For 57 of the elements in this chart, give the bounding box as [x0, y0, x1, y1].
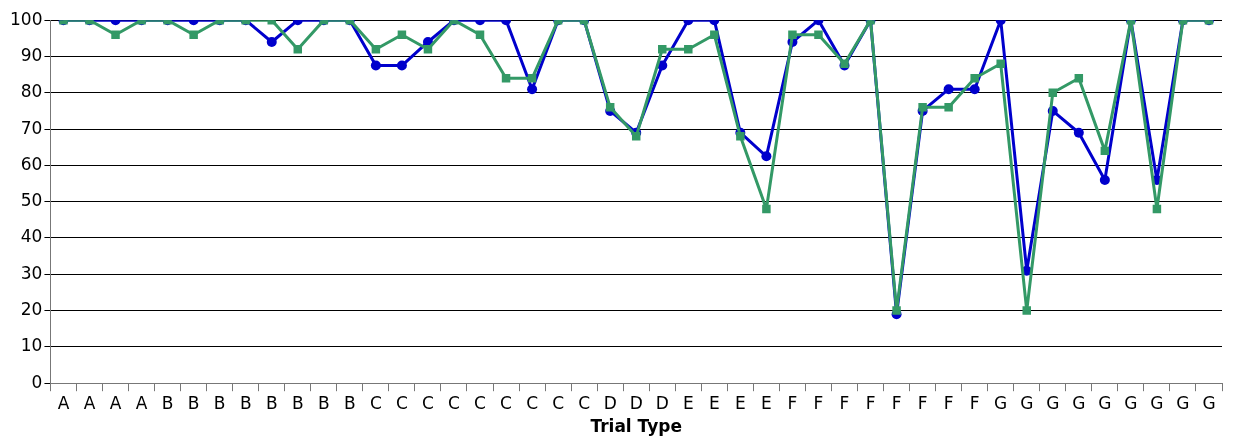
x-tick-label: D: [603, 392, 617, 413]
x-tick-label: D: [655, 392, 669, 413]
x-axis-title: Trial Type: [590, 416, 682, 437]
x-tick-label: C: [500, 392, 512, 413]
x-tick-label: G: [994, 392, 1008, 413]
x-tick-label: B: [317, 392, 330, 413]
x-tick-label: F: [917, 392, 928, 413]
x-tick-label: A: [135, 392, 148, 413]
x-tick-label: E: [682, 392, 694, 413]
x-tick-label: A: [109, 392, 122, 413]
x-tick-label: F: [839, 392, 850, 413]
y-tick-label: 20: [20, 299, 43, 320]
x-tick-label: C: [448, 392, 460, 413]
x-tick-label: C: [395, 392, 408, 413]
y-tick-label: 0: [31, 371, 43, 392]
x-tick-label: G: [1150, 392, 1164, 413]
x-tick-label: B: [239, 392, 252, 413]
x-tick-label: E: [734, 392, 746, 413]
x-tick-label: B: [213, 392, 226, 413]
x-tick-label: G: [1020, 392, 1034, 413]
x-tick-label: D: [629, 392, 643, 413]
x-tick-label: F: [787, 392, 798, 413]
x-tick-label: G: [1124, 392, 1138, 413]
y-tick-label: 80: [20, 81, 43, 102]
x-tick-label: C: [578, 392, 591, 413]
y-tick-label: 40: [20, 226, 43, 247]
x-tick-label: B: [187, 392, 200, 413]
x-tick-label: B: [291, 392, 304, 413]
x-tick-label: G: [1072, 392, 1086, 413]
x-tick-label: G: [1202, 392, 1216, 413]
x-tick-label: B: [161, 392, 174, 413]
x-tick-label: B: [344, 392, 356, 413]
y-tick-label: 30: [20, 262, 43, 283]
x-tick-label: C: [526, 392, 539, 413]
x-tick-label: G: [1098, 392, 1112, 413]
x-tick-label: C: [474, 392, 486, 413]
x-tick-label: A: [57, 392, 70, 413]
y-tick-label: 90: [20, 44, 43, 65]
y-tick-label: 70: [20, 117, 43, 138]
x-tick-label: F: [865, 392, 876, 413]
y-tick-label: 100: [9, 8, 43, 29]
x-tick-label: E: [708, 392, 720, 413]
x-tick-label: G: [1046, 392, 1060, 413]
x-tick-label: F: [813, 392, 824, 413]
x-tick-label: A: [83, 392, 96, 413]
x-tick-label: C: [369, 392, 382, 413]
x-tick-label: C: [552, 392, 565, 413]
x-tick-label: E: [761, 392, 772, 413]
x-tick-label: C: [422, 392, 434, 413]
x-tick-label: F: [943, 392, 954, 413]
x-tick-label: F: [969, 392, 980, 413]
x-tick-label: F: [891, 392, 902, 413]
x-tick-label: B: [265, 392, 278, 413]
y-tick-label: 50: [20, 190, 43, 211]
y-tick-label: 60: [20, 153, 43, 174]
x-tick-label: G: [1176, 392, 1190, 413]
y-tick-label: 10: [20, 335, 43, 356]
